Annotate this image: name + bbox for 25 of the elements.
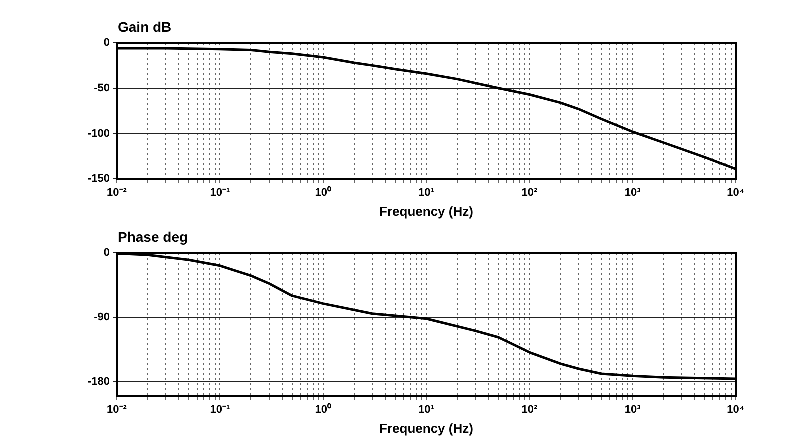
chart-title: Gain dB	[118, 18, 172, 35]
y-tick-label: -90	[94, 311, 110, 324]
x-tick-label: 10²	[522, 186, 538, 199]
x-tick-label: 10⁻²	[107, 186, 128, 199]
x-tick-label: 10³	[624, 404, 642, 416]
y-tick-label: 0	[104, 37, 110, 50]
x-tick-label: 10²	[522, 404, 538, 416]
x-axis-title: Frequency (Hz)	[380, 204, 474, 219]
x-tick-label: 10⁻¹	[210, 186, 230, 199]
y-tick-label: -100	[88, 128, 110, 140]
y-tick-label: -150	[88, 173, 110, 186]
x-tick-label: 10³	[624, 186, 642, 199]
x-tick-label: 10⁻¹	[210, 404, 230, 416]
chart-title: Phase deg	[118, 228, 188, 245]
x-tick-label: 10⁰	[315, 402, 332, 416]
y-tick-label: -50	[94, 82, 110, 94]
x-tick-label: 10¹	[418, 186, 435, 199]
x-axis-title: Frequency (Hz)	[380, 420, 474, 436]
x-tick-label: 10¹	[418, 404, 435, 416]
y-tick-label: 0	[104, 247, 110, 260]
y-tick-label: -180	[88, 376, 110, 388]
x-tick-label: 10⁴	[727, 186, 745, 199]
x-tick-label: 10⁻²	[107, 404, 128, 416]
x-tick-label: 10⁴	[727, 404, 745, 416]
x-tick-label: 10⁰	[315, 186, 332, 199]
